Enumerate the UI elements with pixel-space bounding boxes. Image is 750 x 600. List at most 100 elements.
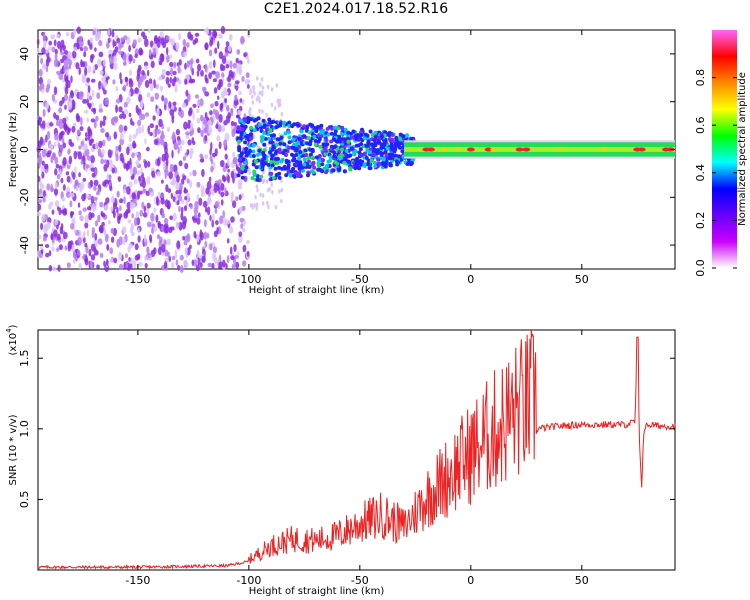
spectrogram-cell: [132, 140, 136, 149]
spectrogram-cell: [89, 43, 93, 50]
spectrogram-cell: [367, 150, 372, 155]
spectrogram-cell: [258, 108, 261, 114]
spectrogram-cell: [117, 176, 122, 183]
spectrogram-cell: [282, 120, 286, 125]
spectrogram-cell: [128, 78, 133, 84]
spectrogram-cell: [209, 214, 212, 222]
spectrogram-cell: [368, 129, 373, 134]
spectrogram-cell: [110, 206, 114, 212]
spectrogram-cell: [57, 206, 60, 211]
spectrogram-cell: [253, 203, 257, 208]
spectrogram-cell: [150, 212, 155, 222]
spectrogram-cell: [156, 157, 161, 167]
colorbar-label: Normalized spectral amplitude: [737, 72, 748, 226]
spectrogram-cell: [261, 179, 265, 185]
spectrogram-cell: [244, 146, 249, 151]
spectrogram-cell: [232, 151, 236, 158]
spectrogram-cell: [332, 145, 337, 150]
spectrogram-cell: [220, 90, 225, 99]
spectrogram-cell: [167, 251, 170, 258]
spectrogram-cell: [191, 259, 194, 266]
spectrogram-cell: [346, 159, 351, 164]
spectrogram-cell: [274, 106, 277, 111]
spectrogram-cell: [147, 160, 151, 168]
spectrogram-cell: [196, 70, 200, 77]
spectrogram-cell: [130, 231, 135, 237]
spectrogram-cell: [45, 252, 50, 258]
spectrogram-cell: [293, 171, 298, 176]
spectrogram-cell: [156, 129, 161, 135]
spectrogram-cell: [310, 147, 315, 152]
spectrogram-cell: [169, 109, 175, 116]
spectrogram-cell: [256, 202, 259, 207]
spectrogram-cell: [99, 120, 103, 128]
spectrogram-cell: [275, 83, 278, 88]
spectrogram-cell: [107, 149, 112, 158]
spectrogram-cell: [91, 172, 96, 178]
spectrogram-cell: [246, 250, 250, 257]
spectrogram-cell: [147, 125, 150, 135]
spectrogram-cell: [227, 76, 230, 83]
spectrogram-cell: [266, 136, 271, 141]
spectrogram-cell: [292, 157, 297, 162]
spectrogram-cell: [112, 39, 115, 48]
spectrogram-cell: [301, 168, 305, 173]
spectrogram-cell: [185, 261, 189, 268]
spectrogram-cell: [329, 139, 334, 144]
spectrogram-cell: [392, 149, 397, 154]
spectrogram-cell: [204, 240, 208, 248]
spectrogram-cell: [338, 154, 342, 159]
spectrogram-cell: [195, 264, 200, 272]
spectrogram-cell: [224, 97, 228, 104]
spectrogram-cell: [277, 165, 282, 170]
spectrogram-cell: [53, 112, 57, 119]
spectrogram-cell: [128, 257, 131, 262]
spectrogram-cell: [238, 66, 242, 76]
spectrogram-cell: [118, 50, 123, 55]
snr-frame: [37, 329, 676, 571]
spectrogram-cell: [153, 138, 159, 146]
x-tick-label: -50: [351, 273, 369, 286]
spectrogram-cell: [218, 114, 223, 123]
spectrogram-cell: [253, 159, 258, 164]
spectrogram-cell: [366, 139, 371, 144]
spectrogram-cell: [119, 132, 124, 141]
spectrogram-cell: [269, 157, 274, 161]
spectrogram-cell: [211, 70, 216, 75]
spectrogram-cell: [43, 225, 48, 234]
spectrogram-cell: [116, 190, 120, 198]
spectrogram-cell: [299, 129, 304, 134]
spectrogram-cell: [215, 71, 220, 79]
spectrogram-cell: [86, 155, 92, 161]
spectrogram-cell: [89, 179, 94, 188]
spectrogram-cell: [135, 211, 139, 218]
spectrogram-cell: [226, 255, 230, 264]
spectrogram-cell: [179, 145, 182, 152]
spectrogram-cell: [235, 57, 239, 64]
spectrogram-cell: [221, 65, 226, 71]
spectrogram-cell: [100, 158, 105, 165]
spectrogram-cell: [234, 80, 240, 85]
spectrogram-cell: [340, 147, 345, 152]
spectrogram-cell: [189, 34, 194, 41]
x-tick-label: -100: [236, 574, 261, 587]
spectrogram-cell: [355, 133, 360, 138]
spectrogram-cell: [172, 101, 177, 107]
spectrogram-cell: [184, 78, 188, 85]
spectrogram-cell: [127, 219, 132, 224]
spectrogram-cell: [161, 68, 166, 77]
spectrogram-cell: [271, 175, 276, 180]
spectrogram-cell: [189, 150, 193, 160]
spectrogram-cell: [256, 188, 259, 193]
spectrogram-cell: [342, 144, 347, 149]
spectrogram-cell: [225, 41, 230, 47]
spectrogram-cell: [386, 132, 391, 137]
spectrogram-cell: [123, 211, 129, 219]
y-tick-label: -20: [18, 188, 31, 206]
spectrogram-cell: [140, 167, 143, 176]
spectrogram-cell: [556, 148, 563, 151]
spectrogram-cell: [177, 264, 181, 271]
spectrogram-cell: [56, 233, 61, 241]
spectrogram-cell: [220, 183, 225, 191]
x-tick-label: 0: [467, 273, 474, 286]
